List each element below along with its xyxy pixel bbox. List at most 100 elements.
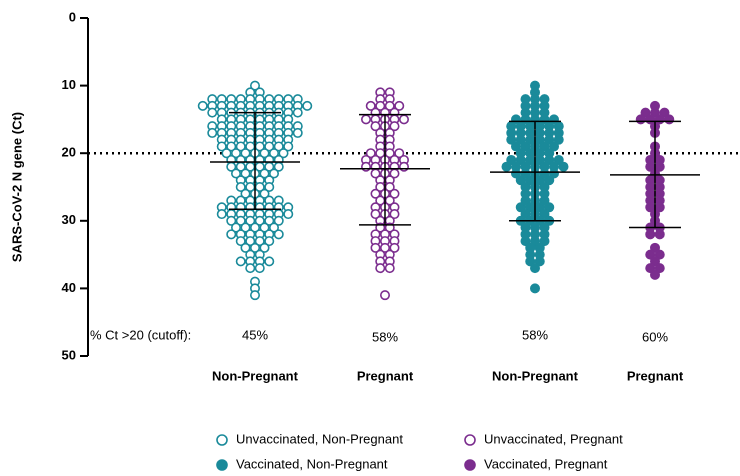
data-point [268,148,279,159]
data-point [375,100,386,111]
data-point [548,141,559,152]
y-tick-label: 20 [62,145,76,160]
data-point [250,290,261,301]
data-point [370,188,381,199]
data-point [254,263,265,274]
data-point [645,249,656,260]
data-point [389,188,400,199]
data-point [520,209,531,220]
data-point [544,175,555,186]
data-point [259,188,270,199]
percent-label: 58% [372,329,398,344]
data-point [302,100,313,111]
data-point [259,222,270,233]
data-point [226,229,237,240]
data-point [510,141,521,152]
data-point [235,256,246,267]
data-point [207,107,218,118]
data-point [370,121,381,132]
percent-label: 58% [522,327,548,342]
data-point [539,209,550,220]
data-point [240,188,251,199]
data-point [226,215,237,226]
data-point [654,229,665,240]
y-tick-label: 40 [62,280,76,295]
data-point [240,222,251,233]
data-point [529,263,540,274]
data-point [635,114,646,125]
data-point [544,202,555,213]
data-point [231,222,242,233]
data-point [553,134,564,145]
data-point [539,236,550,247]
data-point [360,114,371,125]
data-point [264,141,275,152]
data-point [231,148,242,159]
data-point [360,161,371,172]
data-point [384,100,395,111]
data-point [259,242,270,253]
data-point [240,242,251,253]
data-point [240,148,251,159]
data-point [250,242,261,253]
data-point [226,141,237,152]
data-point [515,175,526,186]
x-tick-label: Non-Pregnant [492,368,579,383]
legend-marker [464,459,476,471]
data-point [254,215,265,226]
x-tick-label: Non-Pregnant [212,368,299,383]
data-point [558,161,569,172]
data-point [250,80,261,91]
x-tick-label: Pregnant [357,368,414,383]
data-point [235,141,246,152]
data-point [645,229,656,240]
data-point [384,263,395,274]
data-point [365,148,376,159]
data-point [649,242,660,253]
legend-label: Unvaccinated, Non-Pregnant [236,431,403,446]
data-point [264,236,275,247]
data-point [664,114,675,125]
data-point [649,269,660,280]
data-point [654,263,665,274]
data-point [506,134,517,145]
legend-marker [216,434,228,446]
legend-label: Vaccinated, Non-Pregnant [236,456,388,471]
legend-label: Vaccinated, Pregnant [484,456,608,471]
data-point [240,168,251,179]
data-point [292,107,303,118]
data-point [645,263,656,274]
percent-label: 60% [642,329,668,344]
data-point [544,154,555,165]
y-tick-label: 10 [62,77,76,92]
annotation: % Ct >20 (cutoff): [90,327,191,342]
data-point [207,127,218,138]
data-point [370,209,381,220]
data-point [268,222,279,233]
data-point [235,236,246,247]
y-tick-label: 30 [62,212,76,227]
data-point [245,263,256,274]
x-tick-label: Pregnant [627,368,684,383]
data-point [649,107,660,118]
data-point [520,195,531,206]
data-point [250,222,261,233]
data-point [264,215,275,226]
data-point [254,236,265,247]
legend-marker [216,459,228,471]
data-point [375,263,386,274]
data-point [520,236,531,247]
y-tick-label: 0 [69,9,76,24]
data-point [525,256,536,267]
data-point [264,182,275,193]
data-point [389,242,400,253]
data-point [544,134,555,145]
data-point [534,256,545,267]
data-point [389,121,400,132]
data-point [370,242,381,253]
data-point [654,249,665,260]
data-point [292,127,303,138]
data-point [379,242,390,253]
data-point [539,141,550,152]
data-point [539,195,550,206]
